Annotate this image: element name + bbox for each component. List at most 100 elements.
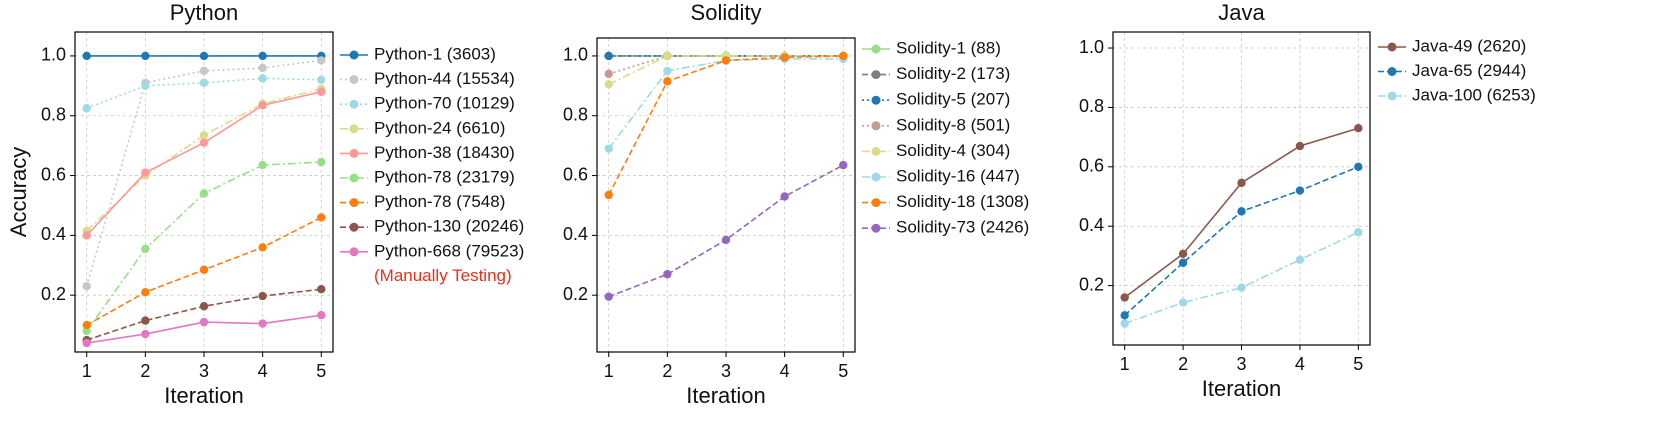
y-tick-label: 0.6 xyxy=(563,164,588,184)
point xyxy=(199,265,209,274)
point xyxy=(1237,207,1246,216)
point xyxy=(604,292,613,301)
x-axis-label: Iteration xyxy=(1202,376,1282,401)
legend-marker xyxy=(871,70,881,80)
y-tick-label: 0.6 xyxy=(1079,156,1104,176)
x-axis-label: Iteration xyxy=(686,383,766,408)
point xyxy=(82,320,91,330)
legend-marker xyxy=(349,222,359,232)
point xyxy=(199,189,209,198)
x-tick-label: 1 xyxy=(82,361,92,381)
legend-marker xyxy=(349,50,359,60)
point xyxy=(1120,311,1129,320)
point xyxy=(199,317,209,327)
point xyxy=(604,80,613,89)
point xyxy=(780,53,789,62)
x-tick-label: 2 xyxy=(140,361,150,381)
point xyxy=(1354,162,1363,172)
point xyxy=(1178,258,1188,267)
point xyxy=(839,160,848,170)
legend-label: Python-38 (18430) xyxy=(374,143,515,162)
legend-marker xyxy=(1387,42,1397,52)
point xyxy=(1178,249,1188,259)
point xyxy=(258,101,267,110)
x-tick-label: 3 xyxy=(199,361,209,381)
y-axis-label: Accuracy xyxy=(6,147,31,237)
y-tick-label: 0.4 xyxy=(563,224,588,244)
x-axis-label: Iteration xyxy=(164,383,244,408)
point xyxy=(1295,186,1305,195)
legend-label: Java-100 (6253) xyxy=(1412,85,1536,104)
point xyxy=(317,284,326,294)
plot-frame xyxy=(596,37,856,353)
point xyxy=(199,138,209,147)
point xyxy=(604,144,613,153)
point xyxy=(317,56,326,65)
legend-marker xyxy=(1387,91,1397,101)
legend-label: Python-24 (6610) xyxy=(374,118,505,137)
point xyxy=(317,311,326,320)
series-line xyxy=(1124,231,1359,325)
point xyxy=(141,329,150,339)
x-tick-label: 4 xyxy=(780,361,790,381)
point xyxy=(199,78,209,88)
legend-label: Solidity-2 (173) xyxy=(896,64,1010,83)
y-tick-label: 1.0 xyxy=(41,45,66,65)
legend-label: Solidity-8 (501) xyxy=(896,115,1010,134)
legend-label: Python-70 (10129) xyxy=(374,94,515,113)
point xyxy=(82,338,91,348)
point xyxy=(663,270,672,279)
legend-marker xyxy=(349,173,359,183)
point xyxy=(1120,319,1129,328)
point xyxy=(663,66,672,76)
point xyxy=(199,302,209,311)
point xyxy=(663,77,672,86)
legend-marker xyxy=(871,172,881,182)
point xyxy=(199,51,209,61)
plot-frame xyxy=(1112,31,1371,346)
y-tick-label: 1.0 xyxy=(1079,37,1104,57)
point xyxy=(258,51,267,61)
series-line xyxy=(608,55,844,75)
x-tick-label: 3 xyxy=(1236,354,1246,374)
point xyxy=(1237,178,1246,188)
legend-marker xyxy=(871,223,881,233)
legend-label: Solidity-4 (304) xyxy=(896,141,1010,160)
point xyxy=(141,168,150,177)
point xyxy=(1295,255,1305,264)
legend-marker xyxy=(871,198,881,208)
x-tick-label: 5 xyxy=(838,361,848,381)
annotation: (Manually Testing) xyxy=(374,266,512,285)
legend-label: Solidity-18 (1308) xyxy=(896,192,1029,211)
point xyxy=(604,190,613,200)
point xyxy=(141,244,150,254)
point xyxy=(82,51,91,61)
point xyxy=(604,51,613,61)
chart-title: Solidity xyxy=(691,0,762,25)
point xyxy=(317,157,326,167)
x-tick-label: 3 xyxy=(721,361,731,381)
chart-title: Python xyxy=(170,0,239,25)
point xyxy=(199,66,209,76)
x-tick-label: 5 xyxy=(316,361,326,381)
legend-marker xyxy=(871,146,881,156)
legend-marker xyxy=(871,95,881,105)
point xyxy=(258,243,267,252)
point xyxy=(82,231,91,240)
chart-title: Java xyxy=(1218,0,1265,25)
point xyxy=(604,69,613,79)
point xyxy=(141,287,150,297)
legend-label: Python-78 (23179) xyxy=(374,167,515,186)
plot-frame xyxy=(74,31,334,353)
point xyxy=(258,160,267,170)
legend-marker xyxy=(871,121,881,131)
legend-label: Solidity-1 (88) xyxy=(896,38,1001,57)
legend-marker xyxy=(871,44,881,54)
point xyxy=(317,87,326,97)
x-tick-label: 2 xyxy=(662,361,672,381)
point xyxy=(199,130,209,140)
point xyxy=(663,51,672,61)
point xyxy=(317,75,326,85)
point xyxy=(839,51,848,61)
